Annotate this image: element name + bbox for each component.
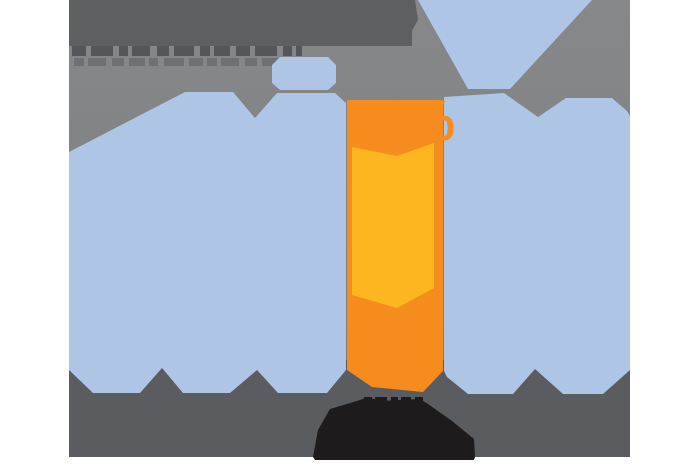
caption-text-block [313, 397, 475, 460]
blue-funnel-shape [418, 0, 592, 89]
blue-left-bar-mass [69, 92, 346, 393]
gold-chevron-band [352, 143, 434, 308]
stat-value-text: 56% [345, 89, 454, 153]
blue-octagon-shape [272, 57, 336, 90]
title-text-block [69, 0, 412, 46]
title-text-block-corner [394, 0, 418, 38]
blue-right-bar-mass [444, 93, 630, 394]
